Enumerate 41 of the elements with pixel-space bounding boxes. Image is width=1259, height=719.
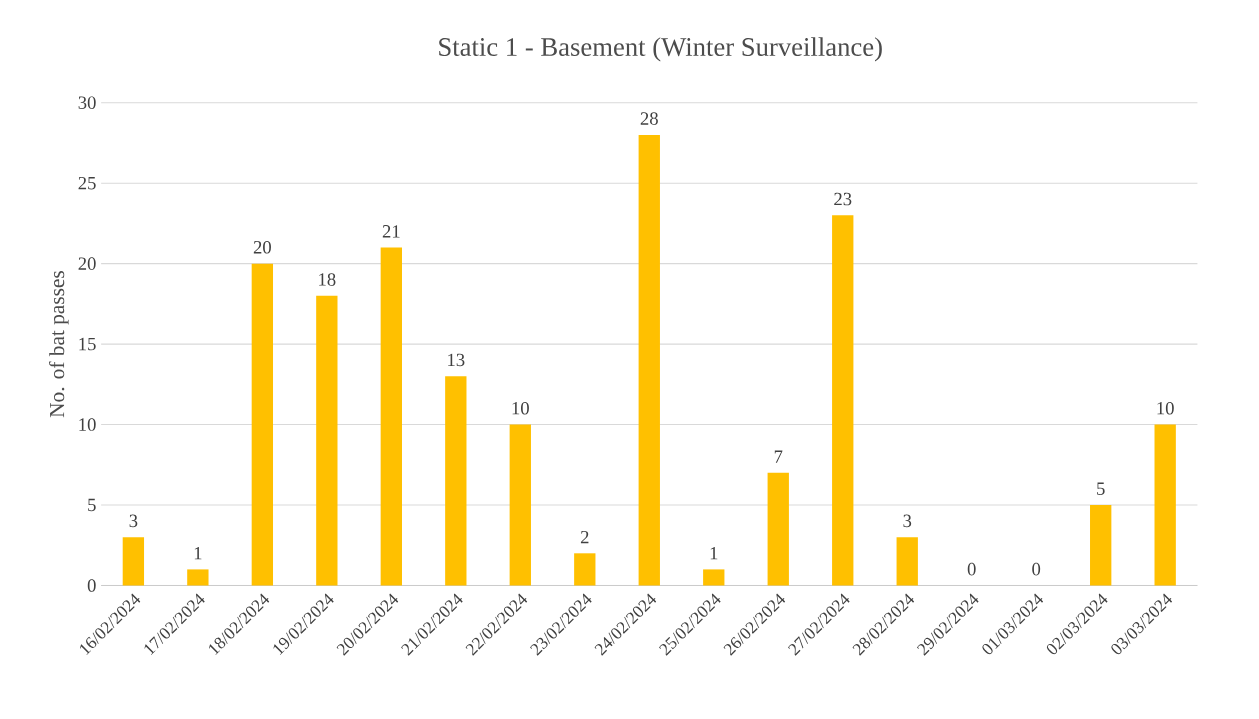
bar (316, 295, 338, 586)
data-label: 5 (1097, 482, 1105, 496)
bar (380, 247, 402, 586)
y-tick-label: 30 (78, 96, 96, 110)
data-label: 3 (903, 514, 912, 528)
y-tick-label: 10 (79, 418, 96, 431)
data-label: 13 (448, 353, 465, 367)
bar (574, 553, 596, 586)
y-axis-title: No. of bat passes (49, 271, 69, 418)
y-tick-label: 25 (78, 176, 96, 190)
y-tick-label: 15 (79, 337, 96, 351)
data-label: 23 (834, 192, 852, 206)
data-label: 0 (967, 562, 976, 576)
bar (638, 134, 660, 586)
bar (1090, 505, 1112, 586)
y-tick-label: 5 (88, 498, 96, 512)
data-label: 10 (512, 401, 529, 415)
data-label: 1 (710, 547, 718, 560)
data-label: 3 (129, 514, 138, 528)
data-label: 20 (253, 241, 271, 254)
y-tick-label: 0 (87, 579, 96, 592)
data-label: 18 (319, 273, 336, 286)
bar (122, 537, 145, 586)
bar (767, 472, 789, 586)
data-label: 0 (1032, 562, 1041, 576)
bar (832, 215, 854, 586)
chart-title: Static 1 - Basement (Winter Surveillance) (439, 37, 882, 62)
bar (703, 569, 725, 586)
data-label: 7 (774, 450, 783, 463)
data-label: 1 (194, 547, 202, 560)
y-tick-label: 20 (78, 257, 96, 270)
bar (509, 424, 531, 586)
data-label: 28 (640, 112, 658, 125)
bar (445, 376, 467, 586)
data-label: 2 (580, 530, 589, 544)
bar (896, 537, 918, 586)
bar (251, 263, 274, 586)
data-label: 10 (1157, 401, 1174, 415)
bar (1154, 424, 1176, 586)
data-label: 21 (382, 225, 400, 238)
bar (187, 569, 209, 586)
